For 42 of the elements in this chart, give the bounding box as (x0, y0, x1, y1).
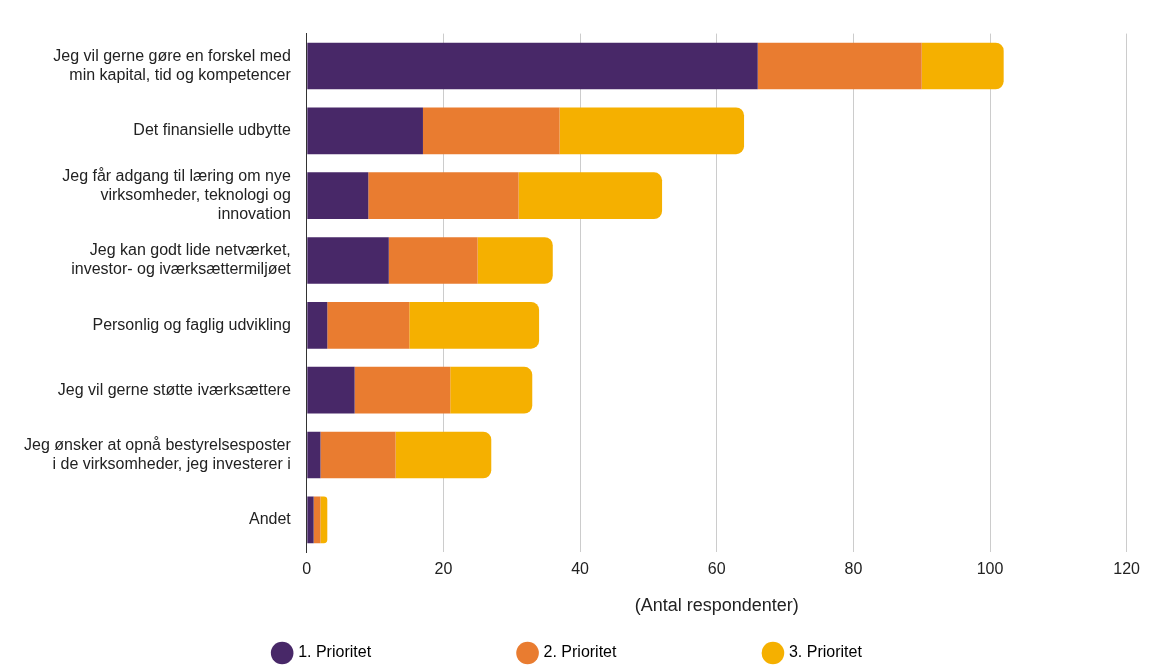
x-tick-label: 60 (707, 560, 726, 578)
bar (327, 301, 410, 349)
bar (450, 366, 533, 414)
bar (307, 431, 321, 479)
x-tick-label: 0 (302, 560, 312, 578)
bar (307, 301, 328, 349)
bar (757, 42, 922, 90)
x-tick-label: 100 (976, 560, 1004, 578)
bar (518, 172, 663, 219)
y-tick-label: Jeg vil gerne gøre en forskel med min kapital, tid og kompetencer (53, 46, 292, 84)
x-tick-label: 20 (434, 560, 453, 578)
bar (320, 496, 328, 544)
bar (559, 107, 745, 155)
y-tick-label: Det finansielle udbytte (133, 121, 291, 139)
bar (307, 366, 355, 414)
bar (409, 301, 540, 349)
y-tick-label: Jeg kan godt lide netværket, investor- og iværksættermiljøet (71, 241, 292, 278)
bar (368, 172, 519, 219)
x-tick-label: 80 (844, 560, 863, 578)
bar (422, 107, 560, 155)
y-tick-label: Jeg ønsker at opnå bestyrelsesposter i de virksomheder, jeg investerer i (23, 435, 292, 472)
y-tick-label: Jeg vil gerne støtte iværksættere (57, 380, 291, 398)
bar (477, 237, 553, 284)
bar (307, 496, 314, 544)
y-tick-label: Andet (248, 510, 292, 528)
bar (307, 237, 389, 284)
bar (307, 107, 423, 155)
x-tick-label: 120 (1113, 560, 1141, 578)
legend-label: 2. Prioritet (543, 643, 741, 661)
bar (921, 42, 1004, 90)
x-tick-label: 40 (571, 560, 590, 578)
y-tick-label: Jeg får adgang til læring om nye virksomheder, teknologi og innovation (62, 166, 291, 223)
bar (354, 366, 451, 414)
bar (388, 237, 478, 284)
x-axis-title: (Antal respondenter) (634, 595, 799, 616)
y-tick-label: Personlig og faglig udvikling (92, 315, 291, 333)
bar (320, 431, 396, 479)
legend-label: 1. Prioritet (298, 643, 496, 661)
bar (307, 42, 758, 90)
bar (307, 172, 369, 219)
legend-label: 3. Prioritet (788, 643, 863, 661)
bar (395, 431, 492, 479)
